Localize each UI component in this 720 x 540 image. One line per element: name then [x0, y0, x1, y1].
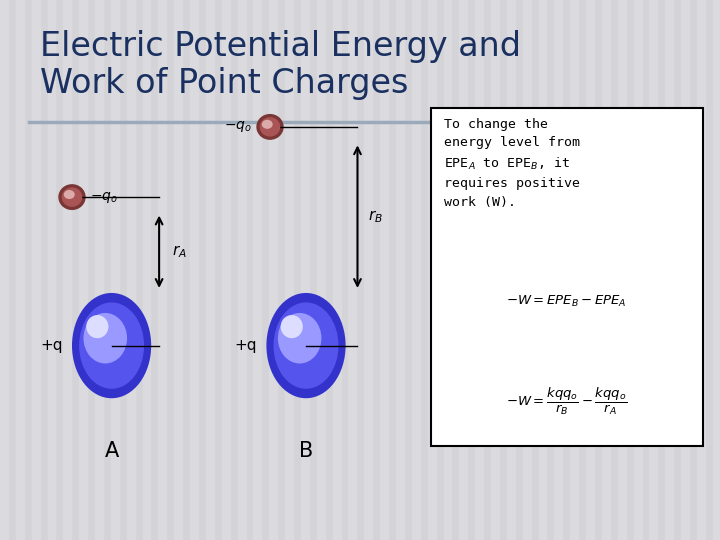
Bar	[206, 0, 214, 540]
Bar	[444, 0, 451, 540]
Bar	[158, 0, 166, 540]
Ellipse shape	[262, 120, 273, 129]
Bar	[95, 0, 103, 540]
Text: To change the
energy level from
EPE$_A$ to EPE$_B$, it
requires positive
work (W: To change the energy level from EPE$_A$ …	[444, 118, 580, 209]
Ellipse shape	[79, 302, 144, 389]
Bar	[396, 0, 404, 540]
Bar	[618, 0, 626, 540]
Bar	[16, 0, 24, 540]
Text: A: A	[104, 441, 119, 461]
Bar	[586, 0, 594, 540]
Bar	[713, 0, 720, 540]
Bar	[222, 0, 230, 540]
Bar	[48, 0, 55, 540]
Bar	[348, 0, 356, 540]
Bar	[602, 0, 610, 540]
Bar	[428, 0, 436, 540]
Bar	[63, 0, 71, 540]
Bar	[507, 0, 515, 540]
Ellipse shape	[86, 315, 109, 338]
Ellipse shape	[62, 187, 82, 207]
Bar	[570, 0, 578, 540]
Bar	[665, 0, 673, 540]
Bar	[79, 0, 87, 540]
Bar	[554, 0, 562, 540]
Bar	[634, 0, 642, 540]
Text: +q: +q	[40, 338, 63, 353]
Bar	[475, 0, 483, 540]
Ellipse shape	[274, 302, 338, 389]
Bar	[174, 0, 182, 540]
Text: B: B	[299, 441, 313, 461]
Text: +q: +q	[235, 338, 257, 353]
Bar	[111, 0, 119, 540]
Ellipse shape	[256, 114, 284, 140]
Bar	[253, 0, 261, 540]
Bar	[412, 0, 420, 540]
Ellipse shape	[58, 184, 86, 210]
Bar	[238, 0, 246, 540]
Text: Work of Point Charges: Work of Point Charges	[40, 68, 408, 100]
Bar	[364, 0, 372, 540]
Bar	[649, 0, 657, 540]
Ellipse shape	[260, 117, 280, 137]
Ellipse shape	[266, 293, 346, 399]
Text: $-W = \dfrac{kqq_o}{r_B} - \dfrac{kqq_o}{r_A}$: $-W = \dfrac{kqq_o}{r_B} - \dfrac{kqq_o}…	[506, 386, 627, 417]
Bar	[459, 0, 467, 540]
Text: $r_A$: $r_A$	[172, 244, 187, 260]
Bar	[190, 0, 198, 540]
Ellipse shape	[281, 315, 303, 338]
Bar	[285, 0, 293, 540]
Bar	[380, 0, 388, 540]
Text: Electric Potential Energy and: Electric Potential Energy and	[40, 30, 521, 63]
FancyBboxPatch shape	[431, 108, 703, 446]
Ellipse shape	[278, 313, 321, 363]
Bar	[301, 0, 309, 540]
Ellipse shape	[72, 293, 151, 399]
Bar	[317, 0, 325, 540]
Text: $-q_o$: $-q_o$	[90, 190, 118, 205]
Bar	[269, 0, 277, 540]
Bar	[523, 0, 531, 540]
Bar	[539, 0, 546, 540]
Text: $r_B$: $r_B$	[368, 208, 383, 225]
Bar	[491, 0, 499, 540]
Ellipse shape	[84, 313, 127, 363]
Bar	[127, 0, 135, 540]
Text: $-q_o$: $-q_o$	[224, 119, 252, 134]
Bar	[0, 0, 8, 540]
Bar	[681, 0, 689, 540]
Ellipse shape	[64, 190, 75, 199]
Bar	[143, 0, 150, 540]
Bar	[333, 0, 341, 540]
Bar	[32, 0, 40, 540]
Text: $-W = EPE_B - EPE_A$: $-W = EPE_B - EPE_A$	[506, 294, 627, 309]
Bar	[697, 0, 705, 540]
